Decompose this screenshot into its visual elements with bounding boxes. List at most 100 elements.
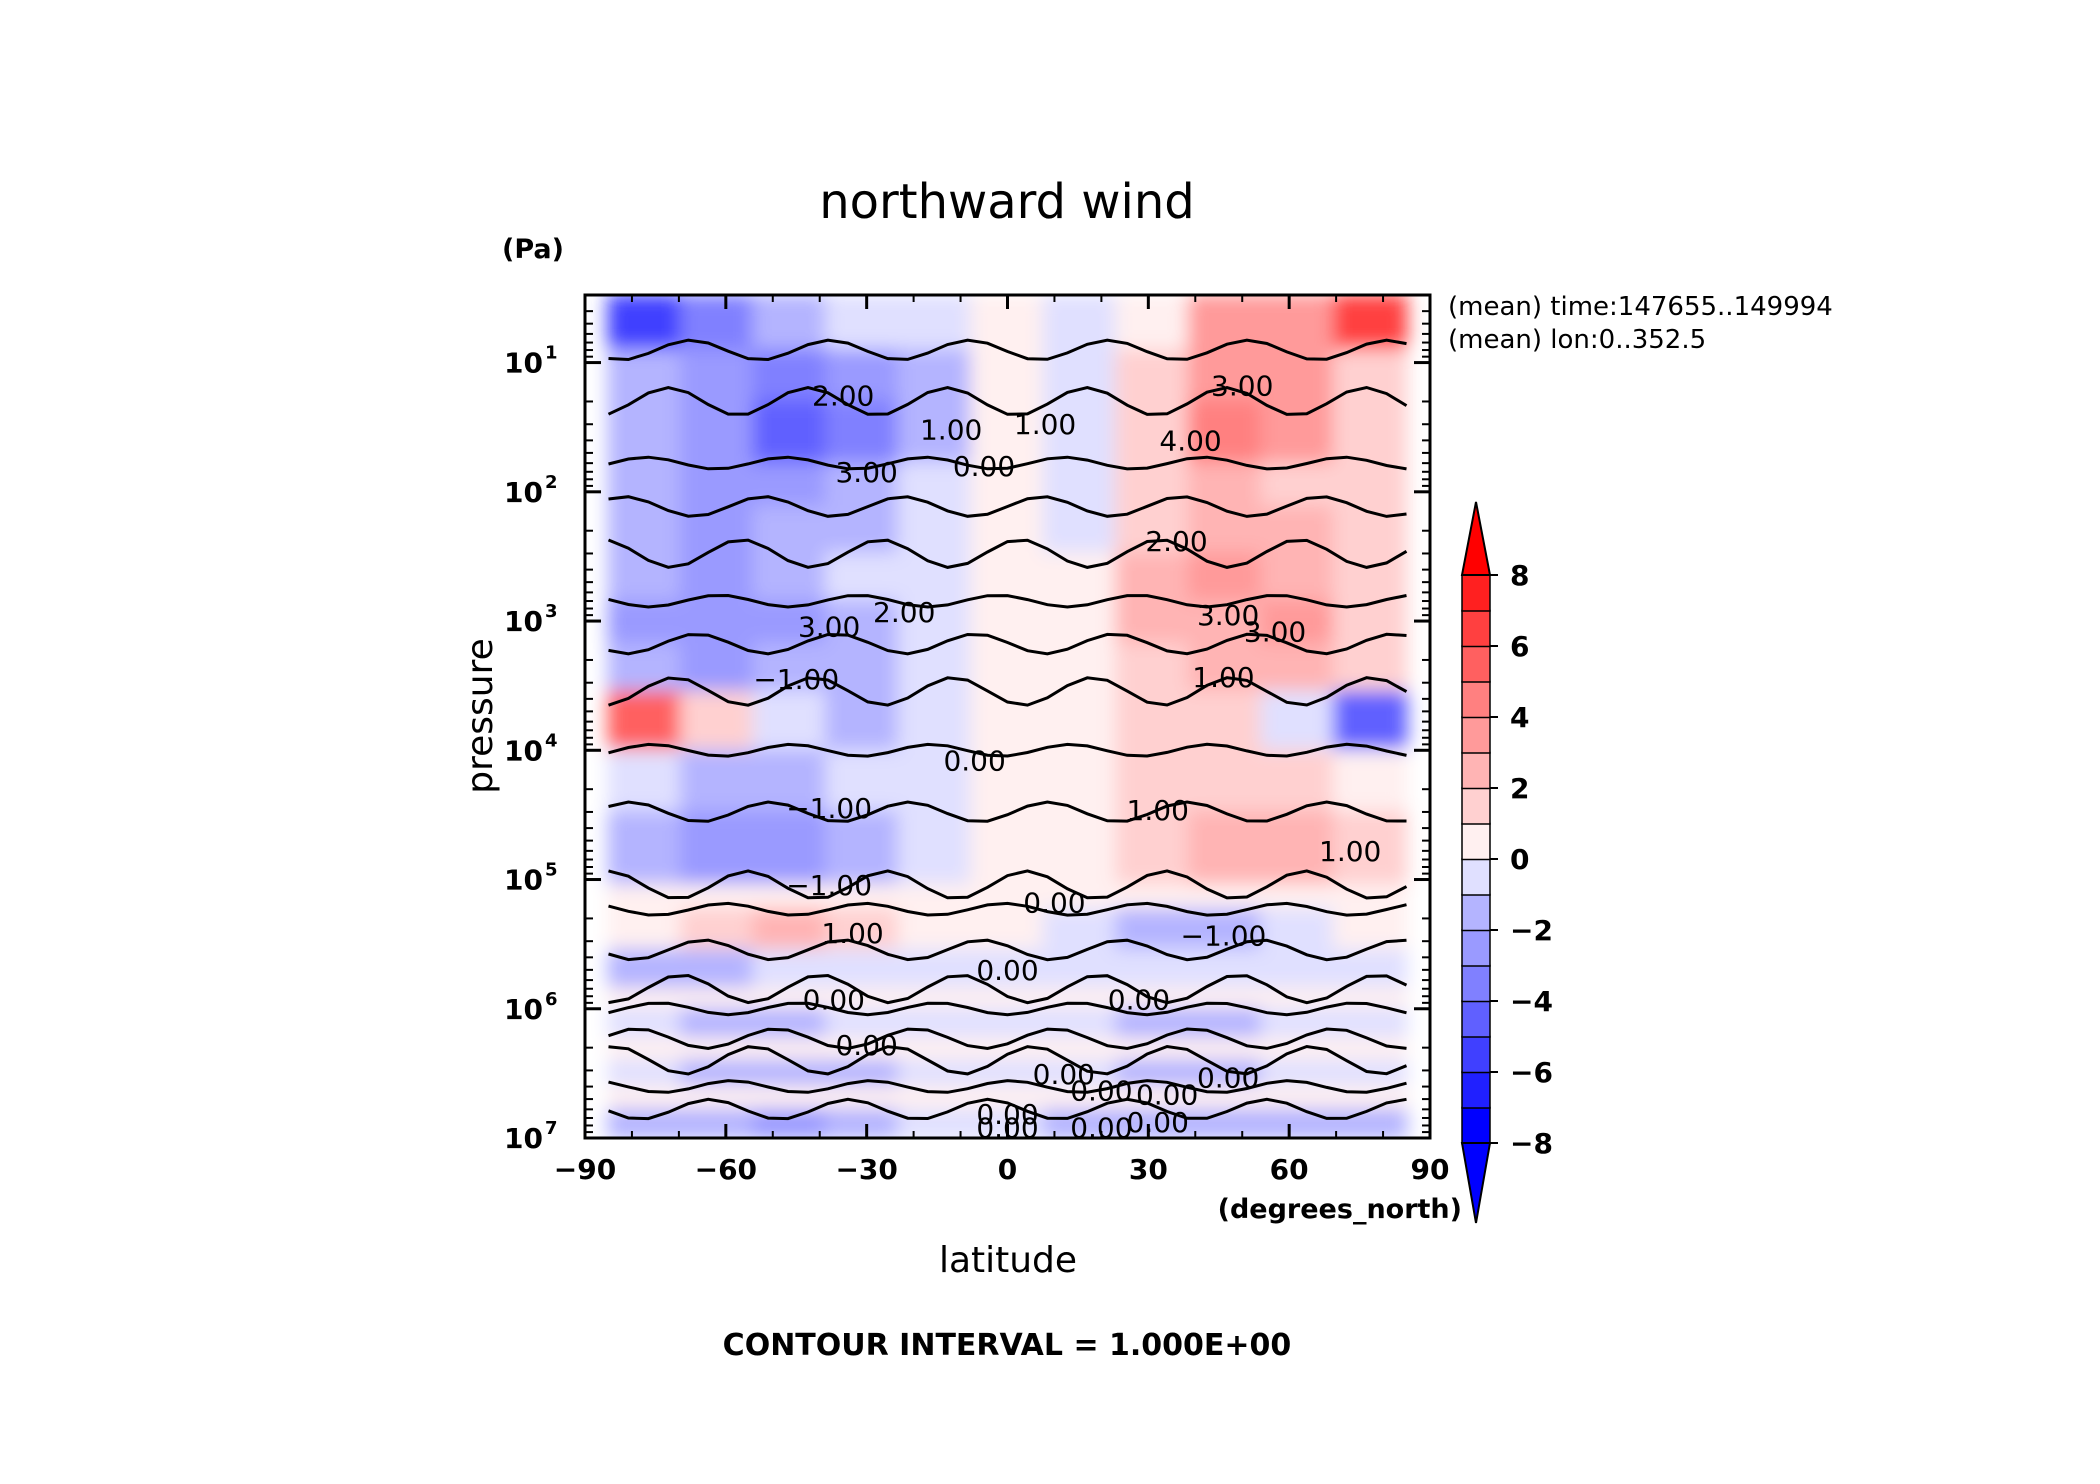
heat-cell-7-9 xyxy=(1260,642,1335,693)
heat-cell-8-0 xyxy=(607,690,683,752)
y-tick-exponent: 5 xyxy=(545,860,558,881)
heat-cell-19-2 xyxy=(752,1108,828,1138)
contour-label: −1.00 xyxy=(786,792,872,825)
y-tick-label: 10 xyxy=(504,734,543,767)
heat-cell-8-8 xyxy=(1187,690,1263,752)
heat-cell-8-4 xyxy=(897,690,973,752)
contour-label: 4.00 xyxy=(1159,424,1221,457)
colorbar-tick-label: 0 xyxy=(1510,843,1529,876)
heat-cell-15-8 xyxy=(1187,1007,1263,1040)
contour-label: 1.00 xyxy=(920,414,982,447)
heat-cell-0-1 xyxy=(680,295,755,352)
heat-cell-9-5 xyxy=(970,749,1045,813)
x-tick-label: −30 xyxy=(835,1153,897,1186)
heat-cell-14-3 xyxy=(825,987,900,1010)
heat-cell-5-4 xyxy=(897,552,973,603)
contour-line-10 xyxy=(608,800,1407,823)
contour-line-8 xyxy=(608,676,1408,707)
heat-cell-14-5 xyxy=(970,987,1045,1010)
heat-cell-2-1 xyxy=(680,400,755,465)
colorbar-tick-label: 2 xyxy=(1510,772,1529,805)
heat-cell-18-1 xyxy=(680,1085,755,1111)
heat-cell-16-5 xyxy=(970,1037,1045,1062)
contour-lines xyxy=(607,338,1408,1121)
heat-cell-2-9 xyxy=(1260,400,1335,465)
contour-line-17 xyxy=(608,1044,1408,1076)
heat-cell-15-2 xyxy=(752,1007,828,1040)
x-axis-label: latitude xyxy=(939,1240,1077,1281)
y-tick-exponent: 6 xyxy=(545,989,558,1010)
colorbar-segment xyxy=(1461,680,1491,719)
heat-cell-10-1 xyxy=(680,810,755,886)
heat-cell-0-0 xyxy=(607,295,683,352)
y-tick-exponent: 7 xyxy=(545,1118,558,1139)
heat-cell-9-1 xyxy=(680,749,755,813)
heat-cell-3-2 xyxy=(752,462,828,508)
heat-cell-7-4 xyxy=(897,642,973,693)
colorbar-segment xyxy=(1461,574,1491,612)
colorbar-segment xyxy=(1461,645,1491,683)
contour-line-18 xyxy=(608,1079,1407,1094)
heat-cell-12-9 xyxy=(1260,908,1335,951)
chart-title: northward wind xyxy=(819,174,1195,230)
heat-cell-8-1 xyxy=(680,690,755,752)
heat-cell-4-5 xyxy=(970,505,1045,555)
heat-cell-9-3 xyxy=(825,749,900,813)
heat-cell-9-7 xyxy=(1115,749,1190,813)
heat-cell-15-4 xyxy=(897,1007,973,1040)
heat-cell-13-10 xyxy=(1332,948,1408,990)
heat-cell-19-9 xyxy=(1260,1108,1335,1138)
y-tick-label: 10 xyxy=(504,993,543,1026)
colorbar-tick-label: −4 xyxy=(1510,985,1553,1018)
heat-cell-5-7 xyxy=(1115,552,1190,603)
contour-line-11 xyxy=(608,869,1408,900)
colorbar-segment xyxy=(1461,964,1491,1003)
heat-cell-13-7 xyxy=(1115,948,1190,990)
heat-cell-16-7 xyxy=(1115,1037,1190,1062)
heat-cell-16-2 xyxy=(752,1037,828,1062)
contour-line-12 xyxy=(608,901,1407,917)
y-axis-label: pressure xyxy=(460,638,501,794)
colorbar-tick-label: 4 xyxy=(1510,701,1529,734)
heat-cell-2-7 xyxy=(1115,400,1190,465)
heat-cell-17-0 xyxy=(607,1059,683,1088)
contour-label: 3.00 xyxy=(1244,615,1306,648)
heat-cell-1-4 xyxy=(897,349,973,403)
colorbar-tick-label: −2 xyxy=(1510,914,1553,947)
heat-cell-2-6 xyxy=(1042,400,1118,465)
heat-cell-13-9 xyxy=(1260,948,1335,990)
heat-cell-8-6 xyxy=(1042,690,1118,752)
colorbar-tick-label: −8 xyxy=(1510,1127,1553,1160)
heat-cell-3-4 xyxy=(897,462,973,508)
contour-label: 3.00 xyxy=(1211,369,1273,402)
contour-line-13 xyxy=(608,938,1407,962)
heat-cell-19-3 xyxy=(825,1108,900,1138)
x-axis: −90 −60 −30 0 30 60 90 xyxy=(554,295,1449,1186)
heat-cell-1-7 xyxy=(1115,349,1190,403)
colorbar-segment xyxy=(1461,858,1491,896)
y-tick-label: 10 xyxy=(504,347,543,380)
heat-cell-7-1 xyxy=(680,642,755,693)
contour-label: 0.00 xyxy=(835,1029,897,1062)
contour-line-19 xyxy=(607,1097,1407,1121)
contour-label: 0.00 xyxy=(953,450,1015,483)
heat-cell-12-5 xyxy=(970,908,1045,951)
contour-label: 1.00 xyxy=(1319,835,1381,868)
heat-cell-16-3 xyxy=(825,1037,900,1062)
heat-cell-10-10 xyxy=(1332,810,1408,886)
heat-cell-14-10 xyxy=(1332,987,1408,1010)
heat-cell-7-6 xyxy=(1042,642,1118,693)
colorbar-segment xyxy=(1461,1000,1491,1038)
contour-line-16 xyxy=(608,1027,1407,1051)
y-tick-label: 10 xyxy=(504,864,543,897)
heat-cell-9-0 xyxy=(607,749,683,813)
colorbar-under-triangle xyxy=(1460,1142,1492,1224)
heat-cell-9-8 xyxy=(1187,749,1263,813)
contour-label: 0.00 xyxy=(943,745,1005,778)
contour-label: −1.00 xyxy=(786,869,872,902)
colorbar-tick-label: 8 xyxy=(1510,559,1529,592)
y-tick-exponent: 4 xyxy=(545,730,558,751)
heat-cell-2-8 xyxy=(1187,400,1263,465)
heat-cell-6-7 xyxy=(1115,600,1190,645)
